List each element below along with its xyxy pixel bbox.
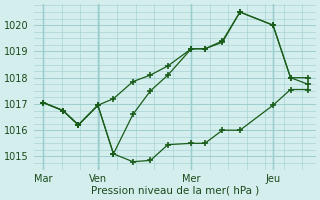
X-axis label: Pression niveau de la mer( hPa ): Pression niveau de la mer( hPa ) bbox=[91, 186, 259, 196]
